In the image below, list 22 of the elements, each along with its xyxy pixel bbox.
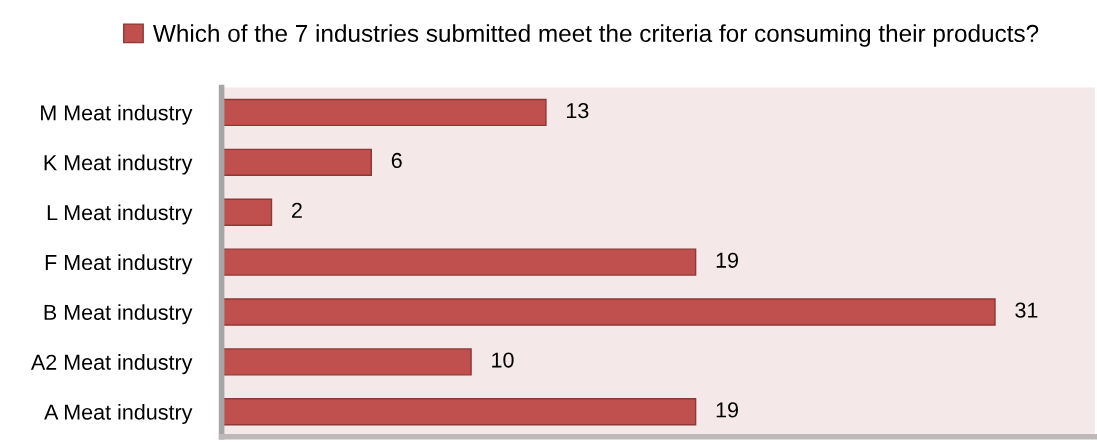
bar: [221, 398, 697, 426]
bar: [221, 348, 472, 376]
bar: [221, 298, 996, 326]
y-tick-label: A2 Meat industry: [30, 354, 193, 375]
data-label: 13: [567, 102, 589, 119]
y-tick-label: A Meat industry: [44, 403, 193, 425]
data-label: 10: [492, 352, 514, 368]
y-tick-label: M Meat industry: [41, 104, 193, 125]
bar: [221, 198, 273, 226]
bar: [221, 248, 697, 276]
data-label: 19: [716, 402, 738, 418]
legend-label: Which of the 7 industries submitted meet the criteria for consuming their products?: [153, 24, 1039, 47]
bar: [221, 98, 547, 127]
data-label: 6: [391, 152, 402, 169]
data-label: 31: [1015, 302, 1038, 318]
y-tick-label: K Meat industry: [44, 154, 193, 175]
data-label: 19: [716, 252, 738, 268]
y-tick-label: B Meat industry: [44, 304, 193, 325]
y-tick-label: L Meat industry: [47, 204, 193, 225]
y-tick-label: F Meat industry: [45, 254, 193, 275]
data-label: 2: [292, 202, 302, 218]
bar: [221, 148, 372, 177]
